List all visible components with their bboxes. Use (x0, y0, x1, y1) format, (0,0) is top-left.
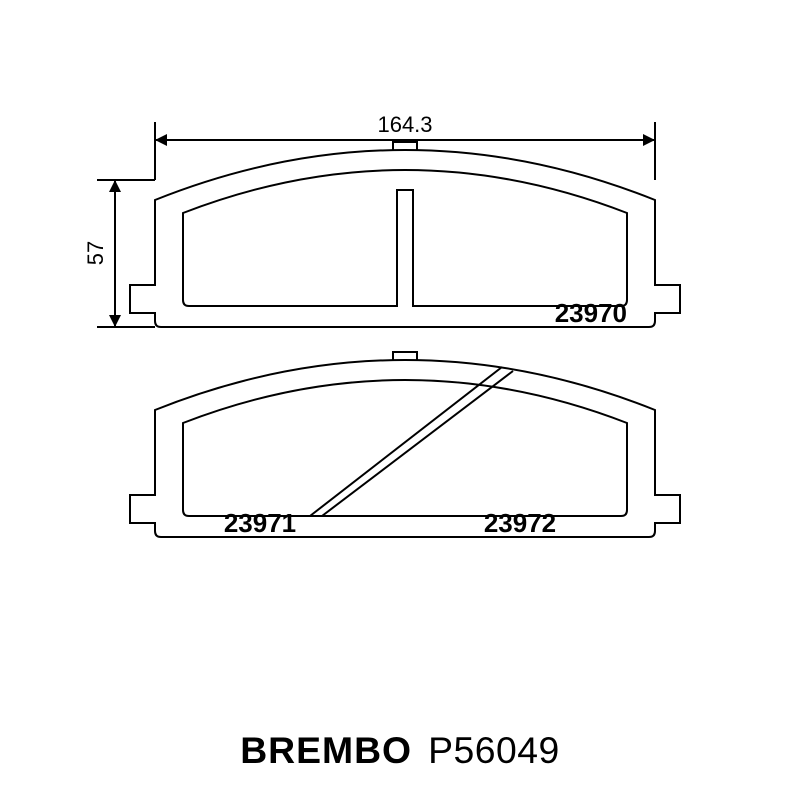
brand-label: BREMBO (240, 729, 412, 772)
brake-pad-bottom: 23971 23972 (130, 352, 680, 538)
dimension-width-label: 164.3 (377, 112, 432, 137)
part-number-top: 23970 (555, 298, 627, 328)
part-number-bottom-right: 23972 (484, 508, 556, 538)
dimension-height: 57 (83, 180, 155, 327)
canvas: 164.3 57 23970 (0, 0, 800, 800)
dimension-height-label: 57 (83, 241, 108, 265)
brake-pad-top: 23970 (130, 142, 680, 328)
brake-pad-diagram: 164.3 57 23970 (0, 0, 800, 700)
part-number-bottom-left: 23971 (224, 508, 296, 538)
footer: BREMBO P56049 (0, 700, 800, 800)
part-number-label: P56049 (428, 729, 560, 772)
